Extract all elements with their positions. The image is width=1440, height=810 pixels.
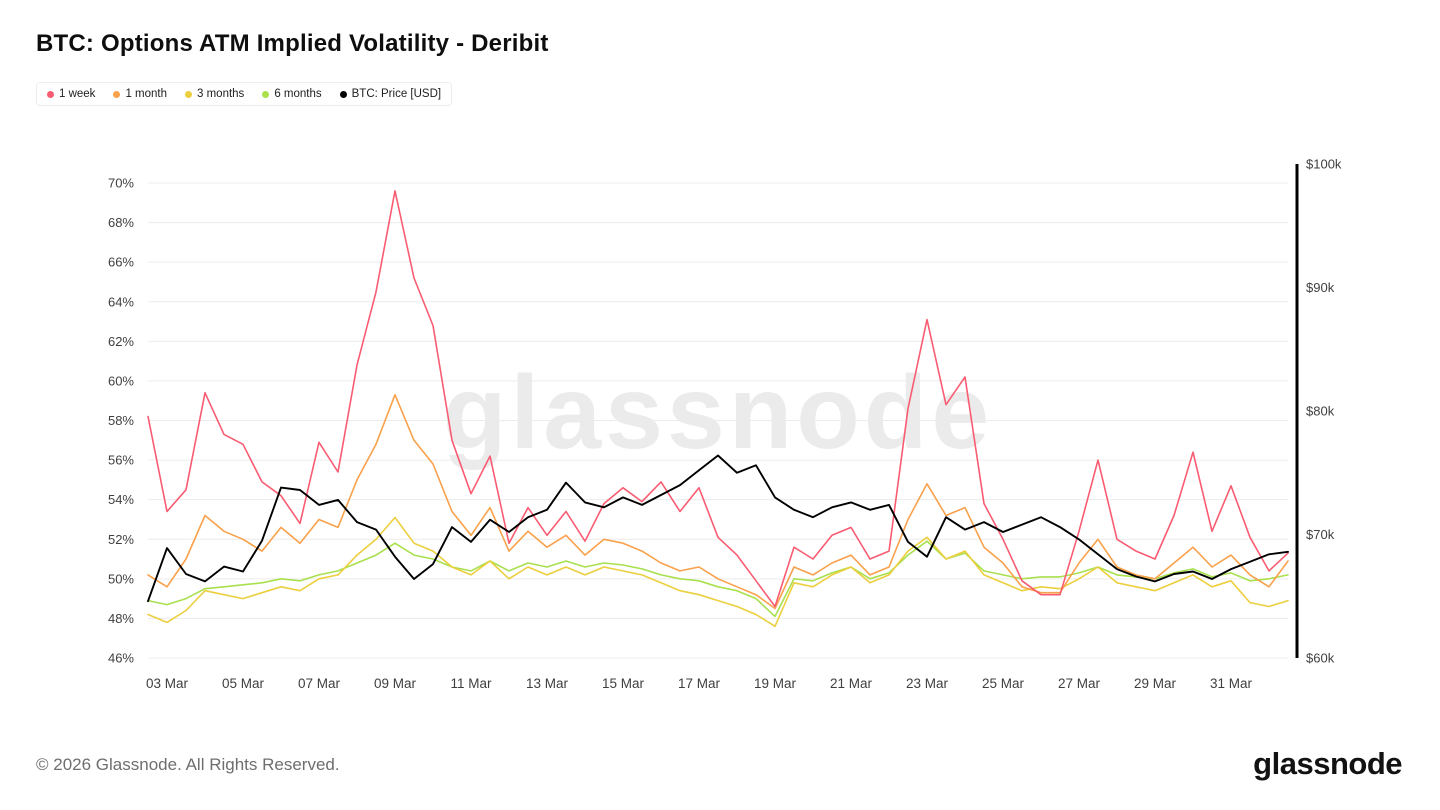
svg-text:64%: 64% xyxy=(108,294,134,309)
svg-text:09 Mar: 09 Mar xyxy=(374,676,417,691)
svg-text:$70k: $70k xyxy=(1306,527,1335,542)
legend-label: BTC: Price [USD] xyxy=(351,88,442,100)
legend-item-1-month[interactable]: 1 month xyxy=(113,88,167,100)
legend-item-1-week[interactable]: 1 week xyxy=(47,88,95,100)
svg-text:19 Mar: 19 Mar xyxy=(754,676,797,691)
svg-text:46%: 46% xyxy=(108,651,134,666)
legend-dot-icon xyxy=(185,90,192,98)
svg-text:66%: 66% xyxy=(108,255,134,270)
svg-text:03 Mar: 03 Mar xyxy=(146,676,189,691)
svg-text:13 Mar: 13 Mar xyxy=(526,676,569,691)
series-line-1-week[interactable] xyxy=(147,190,1289,608)
svg-text:21 Mar: 21 Mar xyxy=(830,676,873,691)
svg-text:$100k: $100k xyxy=(1306,157,1342,172)
svg-text:31 Mar: 31 Mar xyxy=(1210,676,1253,691)
svg-text:70%: 70% xyxy=(108,176,134,191)
svg-text:50%: 50% xyxy=(108,571,134,586)
series-layer xyxy=(147,190,1289,628)
series-line-3-months[interactable] xyxy=(147,516,1289,628)
chart-legend: 1 week 1 month 3 months 6 months BTC: Price … xyxy=(36,82,453,106)
legend-dot-icon xyxy=(262,90,270,98)
legend-item-3-months[interactable]: 3 months xyxy=(185,88,244,100)
legend-label: 6 months xyxy=(274,88,322,100)
legend-label: 3 months xyxy=(197,88,245,100)
legend-dot-icon xyxy=(47,90,54,98)
svg-text:54%: 54% xyxy=(108,492,134,507)
svg-text:27 Mar: 27 Mar xyxy=(1058,676,1101,691)
copyright-text: © 2026 Glassnode. All Rights Reserved. xyxy=(36,755,340,774)
legend-dot-icon xyxy=(113,90,121,98)
svg-text:56%: 56% xyxy=(108,453,134,468)
svg-text:07 Mar: 07 Mar xyxy=(298,676,341,691)
legend-item-6-months[interactable]: 6 months xyxy=(262,88,322,100)
svg-text:68%: 68% xyxy=(108,215,134,230)
page-title: BTC: Options ATM Implied Volatility - De… xyxy=(36,30,549,57)
series-line-btc-price-usd-[interactable] xyxy=(147,454,1289,603)
x-axis-labels: 03 Mar 05 Mar 07 Mar 09 Mar 11 Mar 13 Mar 15 M… xyxy=(146,676,1253,691)
svg-text:48%: 48% xyxy=(108,611,134,626)
svg-text:60%: 60% xyxy=(108,373,134,388)
legend-item-btc-price-usd-[interactable]: BTC: Price [USD] xyxy=(339,88,442,100)
legend-label: 1 month xyxy=(125,88,167,100)
svg-text:29 Mar: 29 Mar xyxy=(1134,676,1177,691)
svg-text:62%: 62% xyxy=(108,334,134,349)
svg-text:58%: 58% xyxy=(108,413,134,428)
watermark-text: glassnode xyxy=(443,355,993,471)
series-line-1-month[interactable] xyxy=(147,393,1289,610)
grid-layer xyxy=(148,182,1288,659)
svg-text:15 Mar: 15 Mar xyxy=(602,676,645,691)
svg-text:05 Mar: 05 Mar xyxy=(222,676,265,691)
svg-text:11 Mar: 11 Mar xyxy=(450,676,492,691)
right-axis-labels: $100k $90k $80k $70k $60k xyxy=(1306,157,1342,666)
legend-label: 1 week xyxy=(59,88,96,100)
volatility-chart[interactable]: glassnode 70% 68% 66% 64% 62% 60% 58% 56% 54% 52% 5… xyxy=(0,0,1440,730)
legend-dot-icon xyxy=(339,90,347,98)
svg-text:17 Mar: 17 Mar xyxy=(678,676,721,691)
svg-text:$90k: $90k xyxy=(1306,280,1335,295)
svg-text:25 Mar: 25 Mar xyxy=(982,676,1025,691)
svg-text:52%: 52% xyxy=(108,532,134,547)
svg-text:$80k: $80k xyxy=(1306,404,1335,419)
left-axis-labels: 70% 68% 66% 64% 62% 60% 58% 56% 54% 52% 50% 48% 46% xyxy=(108,176,134,666)
svg-text:23 Mar: 23 Mar xyxy=(906,676,949,691)
glassnode-logo: glassnode xyxy=(1253,746,1402,781)
svg-text:$60k: $60k xyxy=(1306,651,1335,666)
